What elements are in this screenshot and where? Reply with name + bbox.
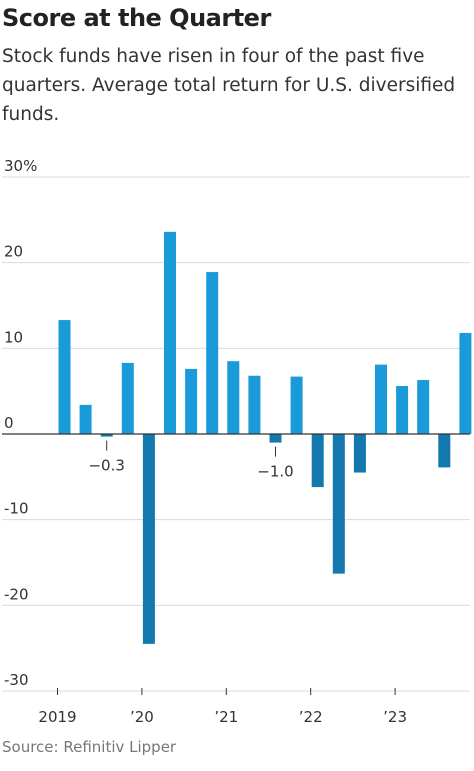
bar	[375, 364, 387, 434]
bar	[79, 404, 92, 434]
data-label: −0.3	[88, 457, 124, 475]
bar	[438, 434, 451, 468]
bars	[58, 231, 472, 644]
bar	[164, 231, 176, 434]
chart-title: Score at the Quarter	[2, 4, 271, 32]
bar	[332, 434, 345, 574]
bar	[290, 376, 303, 434]
chart-subtitle: Stock funds have risen in four of the pa…	[2, 46, 456, 125]
y-tick-label: 0	[4, 414, 14, 432]
bar	[311, 434, 324, 488]
x-tick-label: ’23	[383, 708, 407, 726]
bar	[142, 434, 155, 644]
bar	[100, 434, 113, 437]
bar	[227, 361, 240, 434]
x-tick-label: ’22	[299, 708, 323, 726]
y-tick-label: 10	[4, 328, 23, 346]
bar	[248, 375, 261, 434]
y-tick-label: 30%	[4, 157, 37, 175]
bar	[121, 362, 134, 434]
bar	[269, 434, 282, 443]
bar	[353, 434, 366, 473]
source-note: Source: Refinitiv Lipper	[2, 738, 177, 756]
labels: 30% 20 10 0 -10 -20 -30 −0.3 −1.0 2019 ’20 ’21 ’22 ’2…	[4, 157, 407, 726]
x-tick-label: ’20	[130, 708, 154, 726]
bar	[417, 380, 430, 434]
x-tick-label: ’21	[214, 708, 238, 726]
bar	[185, 368, 198, 434]
y-tick-label: -30	[4, 671, 29, 689]
bar	[206, 272, 219, 434]
bar	[58, 320, 71, 434]
y-tick-label: -20	[4, 585, 29, 603]
gridlines	[2, 176, 470, 692]
x-tick-label: 2019	[38, 708, 76, 726]
bar	[459, 332, 472, 434]
data-label: −1.0	[257, 463, 293, 481]
y-tick-label: -10	[4, 500, 29, 518]
bar	[396, 386, 409, 434]
y-tick-label: 20	[4, 243, 23, 261]
